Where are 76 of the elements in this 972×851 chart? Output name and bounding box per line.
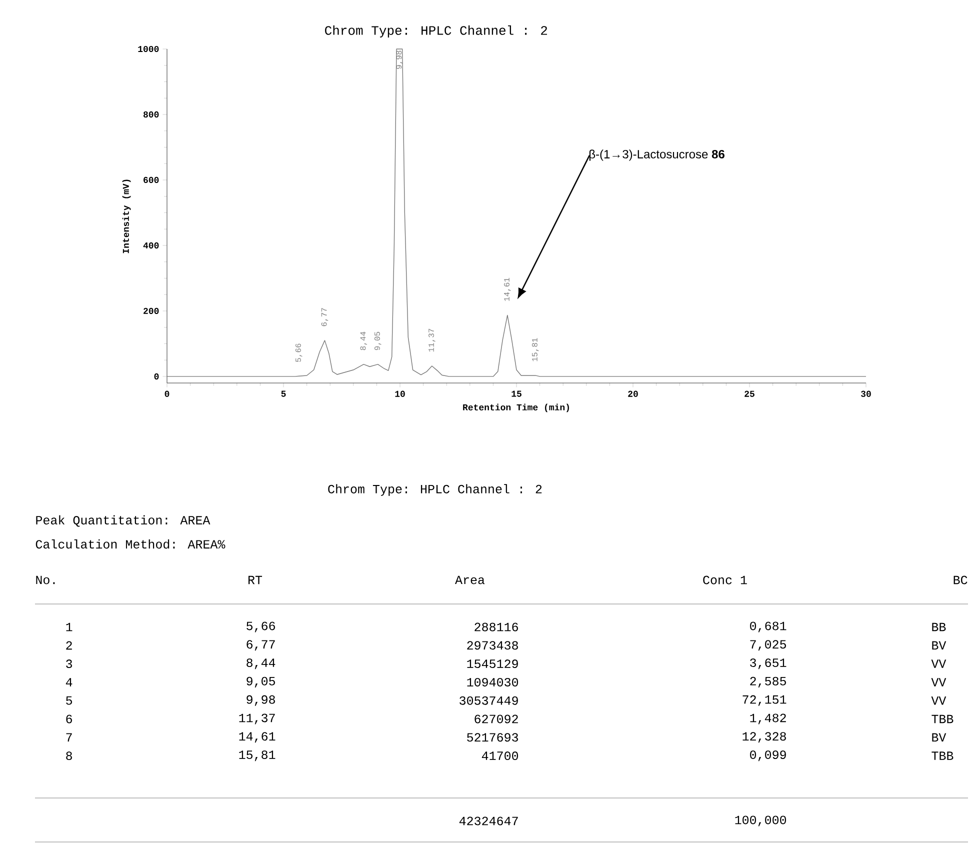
- text: 12,328: [742, 732, 786, 743]
- text: 11,37: [239, 714, 275, 724]
- text: 72,151: [742, 695, 786, 706]
- annotation: 9,05: [374, 332, 382, 350]
- text: 5: [66, 696, 72, 705]
- text: 0,681: [750, 622, 786, 632]
- text: 6: [66, 714, 72, 724]
- text: Conc 1: [703, 576, 747, 584]
- text: Area: [455, 576, 485, 584]
- text: 30537449: [460, 696, 518, 705]
- text: 2973438: [467, 641, 518, 650]
- text: Chrom Type: HPLC Channel : 2: [328, 484, 542, 496]
- text: 5217693: [467, 733, 518, 742]
- x-tick-label: 15: [512, 390, 522, 397]
- y-tick-label: 0: [154, 373, 159, 380]
- text: 5,66: [246, 622, 275, 632]
- y-tick-label: 200: [144, 308, 159, 314]
- text: 42324647: [459, 816, 518, 826]
- text: RT: [248, 576, 262, 584]
- x-tick-label: 25: [744, 390, 754, 397]
- text: Calculation Method: AREA%: [36, 539, 226, 549]
- text: 1: [66, 622, 72, 632]
- text: VV: [931, 660, 946, 668]
- x-tick-label: 5: [281, 390, 286, 397]
- x-tick-label: 0: [164, 390, 170, 397]
- annotation: 8,44: [360, 332, 368, 350]
- text: 1,482: [750, 714, 786, 724]
- text: 3: [66, 660, 72, 668]
- y-tick-label: 1000: [138, 46, 159, 52]
- text: 0,099: [750, 750, 786, 762]
- text: 2: [66, 641, 72, 650]
- text: BV: [932, 733, 946, 742]
- y-tick-label: 800: [143, 111, 159, 118]
- text: No.: [36, 576, 55, 584]
- text: 100,000: [735, 816, 786, 826]
- text: 7,025: [750, 640, 786, 651]
- text: 4: [66, 678, 72, 686]
- text: 14,61: [239, 732, 276, 743]
- text: 15,81: [239, 750, 276, 762]
- text: 1094030: [467, 678, 518, 686]
- text: BB: [932, 622, 946, 632]
- text: 41700: [482, 752, 518, 760]
- text: BV: [932, 641, 946, 650]
- text: 9,98: [246, 695, 275, 706]
- text: 288116: [474, 622, 518, 632]
- annotation: β-(1→3)-Lactosucrose 86: [589, 150, 724, 161]
- x-tick-label: 30: [861, 390, 871, 397]
- y-tick-label: 400: [143, 242, 159, 249]
- text: VV: [931, 696, 946, 705]
- text: TBB: [932, 752, 954, 760]
- text: 3,651: [750, 658, 786, 670]
- y-tick-label: 600: [144, 176, 159, 184]
- text: 627092: [474, 714, 518, 724]
- x-axis-title: Retention Time (min): [463, 404, 569, 412]
- text: 1545129: [467, 660, 518, 668]
- text: TBB: [932, 714, 954, 724]
- annotation: 14,61: [504, 278, 511, 301]
- annotation: 9,98: [396, 50, 403, 69]
- text: VV: [931, 678, 946, 686]
- text: Peak Quantitation: AREA: [36, 515, 210, 527]
- text: 2,585: [750, 676, 786, 688]
- y-axis-title: Intensity (mV): [122, 180, 131, 254]
- x-tick-label: 10: [395, 390, 405, 397]
- annotation: 15,81: [532, 338, 539, 362]
- x-tick-label: 20: [628, 390, 638, 397]
- text: 9,05: [246, 676, 276, 688]
- annotation: 11,37: [428, 328, 436, 352]
- text: 7: [66, 733, 72, 742]
- text: 6,77: [246, 640, 275, 651]
- text: 8,44: [246, 658, 276, 670]
- chart-title: Chrom Type: HPLC Channel : 2: [325, 25, 547, 38]
- annotation: 5,66: [296, 344, 302, 362]
- text: 8: [66, 752, 72, 760]
- line-series: [166, 48, 866, 377]
- annotation: 6,77: [321, 308, 328, 326]
- text: BC: [954, 576, 968, 584]
